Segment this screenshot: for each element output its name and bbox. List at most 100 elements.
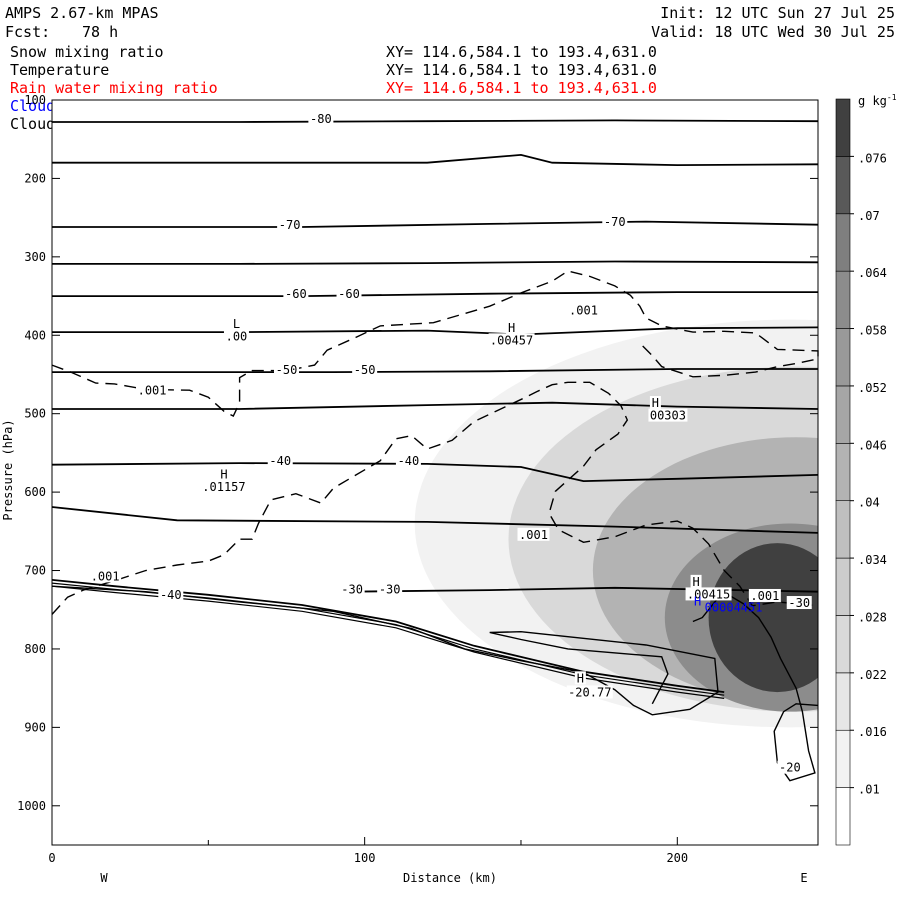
label-background — [158, 588, 184, 602]
forecast-label: Fcst: — [5, 23, 50, 41]
colorbar-swatch — [835, 213, 851, 272]
y-axis-ticks: 100 200 300 400 500 600 700 800 900 1000 — [17, 93, 818, 813]
contour-label: H — [652, 396, 659, 410]
label-background — [336, 287, 362, 301]
contour-label: .00 — [226, 329, 248, 343]
isotherm-line — [51, 462, 819, 483]
contour-label: -80 — [310, 112, 332, 126]
label-background — [89, 569, 122, 583]
label-background — [786, 596, 812, 610]
label-background — [748, 588, 781, 602]
contour-label: -70 — [604, 215, 626, 229]
label-background — [273, 363, 299, 377]
contour-label: .001 — [569, 304, 598, 318]
east-label: E — [800, 871, 807, 885]
y-axis-label: Pressure (hPa) — [1, 419, 15, 520]
contour-label: -40 — [269, 454, 291, 468]
contour-label: -70 — [279, 218, 301, 232]
label-background — [339, 582, 365, 596]
contour-label: H — [692, 575, 699, 589]
contour-label: -20.77 — [568, 685, 611, 699]
colorbar-swatch — [835, 385, 851, 444]
y-tick-label: 600 — [24, 485, 46, 499]
plot-frame — [51, 99, 819, 846]
colorbar: .01 .016 .022 .028 .034 .04 .046 .052 .058 .064 .0… — [835, 98, 887, 846]
y-tick-label: 300 — [24, 250, 46, 264]
contour-label: -60 — [285, 287, 307, 301]
colorbar-tick-label: .052 — [858, 381, 887, 395]
label-background — [352, 363, 378, 377]
ice-mixing-contour — [51, 381, 819, 615]
isotherm-line — [52, 401, 819, 410]
isotherm-line — [52, 326, 819, 336]
x-axis-label: Distance (km) — [403, 871, 497, 885]
isotherm-line — [52, 291, 818, 297]
colorbar-tick-label: .028 — [858, 610, 887, 624]
label-background — [685, 587, 732, 601]
contour-label: -30 — [379, 583, 401, 597]
isotherm-line — [51, 579, 725, 693]
mixing-ratio-shading — [414, 319, 818, 728]
contour-label: .001 — [91, 569, 120, 583]
isotherm-line — [51, 585, 725, 699]
colorbar-tick-label: .04 — [858, 496, 880, 510]
colorbar-tick-label: .01 — [858, 783, 880, 797]
label-background — [567, 303, 600, 317]
contour-label: -40 — [160, 588, 182, 602]
colorbar-unit: g kg-1 — [858, 93, 897, 108]
valid-time: Valid: 18 UTC Wed 30 Jul 25 — [651, 23, 895, 41]
field-name: Rain water mixing ratio — [10, 79, 218, 97]
contour-label: L — [233, 317, 240, 331]
label-background — [566, 685, 613, 699]
label-background — [230, 316, 242, 330]
y-tick-label: 400 — [24, 328, 46, 342]
colorbar-swatch — [835, 156, 851, 215]
colorbar-swatch — [835, 443, 851, 501]
ice-mixing-contour — [51, 270, 819, 417]
label-background — [308, 112, 334, 126]
y-tick-label: 200 — [24, 171, 46, 185]
plot-area: -80 -70 -70 -60 -60 -50 -50 -40 -40 -40 -30 -30 -30 -… — [17, 93, 819, 865]
contour-labels: -80 -70 -70 -60 -60 -50 -50 -40 -40 -40 -30 -30 -30 -… — [89, 112, 812, 775]
isotherm-line — [52, 260, 819, 265]
label-background — [602, 214, 628, 228]
colorbar-tick-label: .022 — [858, 668, 887, 682]
field-coordinates: XY= 114.6,584.1 to 193.4,631.0 — [386, 61, 657, 79]
contour-label: .00457 — [490, 333, 533, 347]
colorbar-swatch — [835, 672, 851, 731]
label-background — [283, 287, 309, 301]
label-background — [488, 333, 535, 347]
x-axis-ticks: 0 100 200 — [48, 837, 688, 865]
label-background — [218, 467, 230, 481]
label-background — [517, 527, 550, 541]
isotherm-line — [52, 119, 819, 123]
contour-label: .00415 — [687, 587, 730, 601]
label-background — [277, 218, 303, 232]
init-time: Init: 12 UTC Sun 27 Jul 25 — [660, 4, 895, 22]
cloud-water-label: 00004451 — [705, 600, 763, 614]
label-background — [574, 671, 586, 685]
colorbar-swatch — [835, 787, 851, 846]
shading-region — [708, 543, 818, 693]
isotherm-line — [51, 506, 819, 534]
y-tick-label: 800 — [24, 642, 46, 656]
colorbar-tick-label: .07 — [858, 209, 880, 223]
contour-label: H — [220, 467, 227, 481]
colorbar-swatch — [835, 98, 851, 157]
x-tick-label: 100 — [354, 851, 376, 865]
contour-label: H — [577, 671, 584, 685]
field-coordinates: XY= 114.6,584.1 to 193.4,631.0 — [386, 79, 657, 97]
colorbar-swatch — [835, 557, 851, 616]
colorbar-tick-label: .064 — [858, 266, 887, 280]
contour-label: -50 — [354, 363, 376, 377]
field-name: Snow mixing ratio — [10, 43, 164, 61]
label-background — [200, 479, 247, 493]
label-background — [690, 574, 702, 588]
colorbar-tick-label: .046 — [858, 438, 887, 452]
contour-label: 00303 — [650, 409, 686, 423]
y-tick-label: 1000 — [17, 799, 46, 813]
colorbar-swatch — [835, 328, 851, 387]
west-label: W — [100, 871, 108, 885]
y-tick-label: 100 — [24, 93, 46, 107]
colorbar-tick-label: .034 — [858, 553, 887, 567]
